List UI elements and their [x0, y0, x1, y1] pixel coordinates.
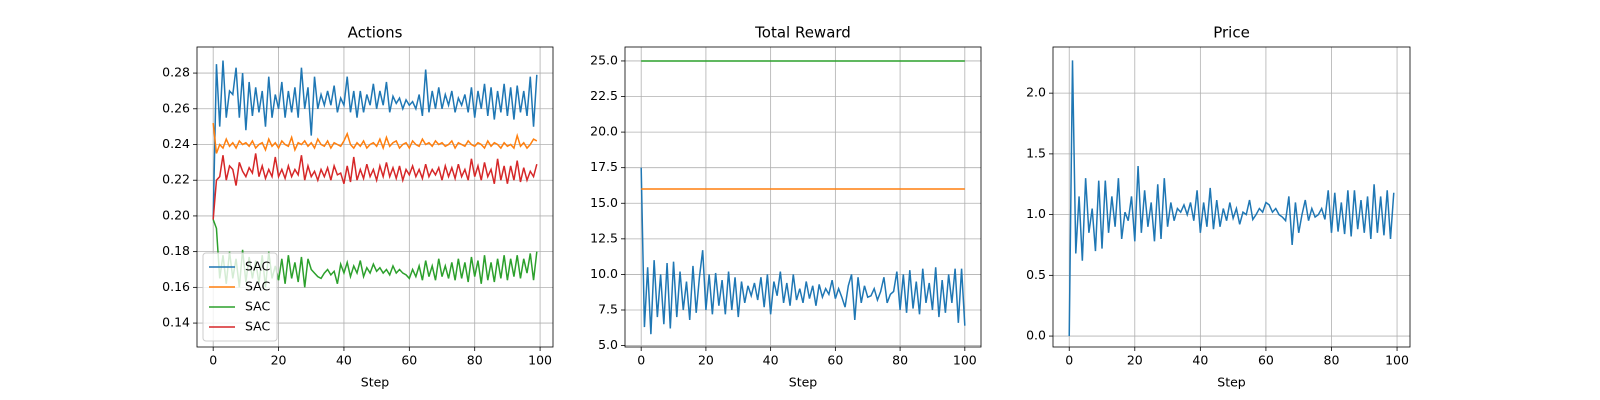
x-tick-label: 0	[1065, 353, 1073, 368]
data-line	[1068, 60, 1395, 337]
y-tick-label: 22.5	[590, 88, 618, 103]
x-tick-label: 40	[336, 353, 352, 368]
chart-title: Total Reward	[754, 24, 851, 42]
x-tick-label: 40	[763, 353, 779, 368]
chart-title: Actions	[348, 24, 403, 42]
y-tick-label: 7.5	[598, 301, 618, 316]
y-tick-label: 0.0	[1026, 328, 1046, 343]
x-axis-label: Step	[1217, 375, 1246, 390]
y-tick-label: 15.0	[590, 195, 618, 210]
y-tick-label: 0.20	[162, 207, 190, 222]
axes-frame	[624, 46, 982, 348]
data-line	[640, 167, 966, 335]
x-tick-label: 20	[271, 353, 287, 368]
legend-box	[202, 252, 278, 342]
y-tick-label: 12.5	[590, 230, 618, 245]
legend-label: SAC	[245, 299, 270, 314]
x-tick-label: 100	[953, 353, 977, 368]
data-line	[212, 153, 538, 220]
y-tick-label: 0.22	[162, 172, 190, 187]
x-tick-label: 20	[698, 353, 714, 368]
y-tick-label: 2.0	[1026, 85, 1046, 100]
x-axis-label: Step	[789, 375, 818, 390]
x-tick-label: 100	[528, 353, 552, 368]
data-line	[212, 60, 538, 220]
x-tick-label: 60	[1258, 353, 1274, 368]
y-tick-label: 0.14	[162, 315, 190, 330]
legend-label: SAC	[245, 259, 270, 274]
y-tick-label: 0.28	[162, 65, 190, 80]
y-tick-label: 0.5	[1026, 267, 1046, 282]
y-tick-label: 5.0	[598, 337, 618, 352]
x-tick-label: 60	[827, 353, 843, 368]
y-tick-label: 17.5	[590, 159, 618, 174]
y-tick-label: 0.18	[162, 243, 190, 258]
x-axis-label: Step	[361, 375, 390, 390]
y-tick-label: 10.0	[590, 266, 618, 281]
x-tick-label: 80	[892, 353, 908, 368]
x-tick-label: 40	[1192, 353, 1208, 368]
x-tick-label: 100	[1385, 353, 1409, 368]
legend-label: SAC	[245, 319, 270, 334]
data-line	[212, 122, 538, 154]
x-tick-label: 80	[1324, 353, 1340, 368]
y-tick-label: 0.24	[162, 136, 190, 151]
axes-frame	[196, 46, 554, 348]
chart-title: Price	[1213, 24, 1250, 42]
y-tick-label: 25.0	[590, 52, 618, 67]
legend-label: SAC	[245, 279, 270, 294]
x-tick-label: 0	[209, 353, 217, 368]
y-tick-label: 1.5	[1026, 145, 1046, 160]
y-tick-label: 0.26	[162, 100, 190, 115]
y-tick-label: 0.16	[162, 279, 190, 294]
axes-frame	[1052, 46, 1411, 348]
x-tick-label: 20	[1127, 353, 1143, 368]
x-tick-label: 80	[467, 353, 483, 368]
y-tick-label: 20.0	[590, 124, 618, 139]
x-tick-label: 60	[401, 353, 417, 368]
x-tick-label: 0	[637, 353, 645, 368]
y-tick-label: 1.0	[1026, 206, 1046, 221]
